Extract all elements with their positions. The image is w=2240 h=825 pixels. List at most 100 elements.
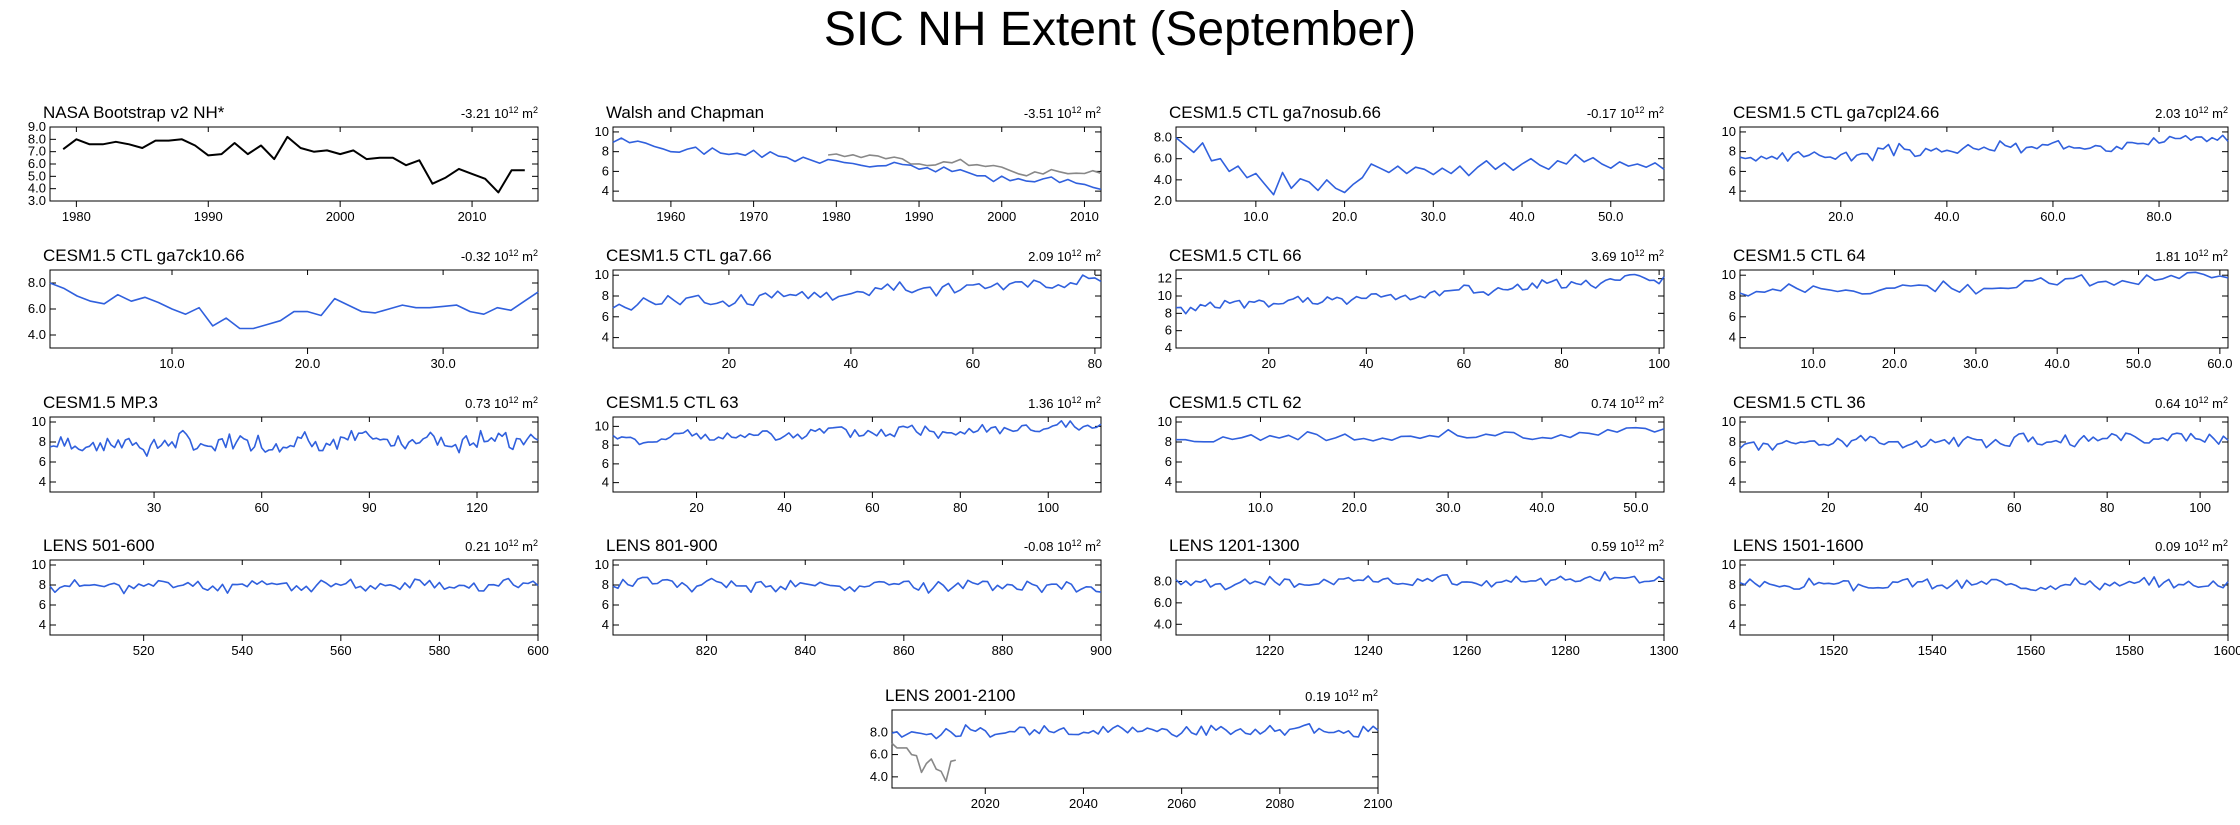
panel-title: CESM1.5 CTL ga7.66 [606, 246, 772, 265]
x-tick-label: 1260 [1452, 643, 1481, 658]
x-tick-label: 20 [1821, 500, 1835, 515]
x-tick-label: 2100 [1364, 796, 1393, 811]
y-tick-label: 8.0 [28, 275, 46, 290]
x-tick-label: 40.0 [1509, 209, 1534, 224]
trend-label: 0.59 1012 m2 [1591, 538, 1664, 554]
trend-value: -3.51 10 [1024, 106, 1072, 121]
x-tick-label: 80 [2100, 500, 2114, 515]
panel-title: CESM1.5 CTL 64 [1733, 246, 1866, 265]
x-tick-label: 100 [1037, 500, 1059, 515]
series-line-model [1175, 570, 1665, 591]
y-tick-label: 6 [1729, 309, 1736, 324]
trend-exponent: 12 [2199, 248, 2209, 258]
y-tick-label: 8 [39, 434, 46, 449]
y-tick-label: 6 [602, 597, 609, 612]
trend-unit: m [1645, 539, 1659, 554]
y-tick-label: 10 [595, 267, 609, 282]
x-tick-label: 2010 [458, 209, 487, 224]
x-tick-label: 1300 [1650, 643, 1679, 658]
trend-label: 0.19 1012 m2 [1305, 688, 1378, 704]
x-tick-label: 40 [777, 500, 791, 515]
y-tick-label: 10 [1158, 414, 1172, 429]
y-tick-label: 6 [602, 456, 609, 471]
plot-frame [1175, 269, 1665, 349]
x-tick-label: 80 [1554, 356, 1568, 371]
y-tick-label: 4 [39, 474, 46, 489]
trend-unit-exponent: 2 [533, 248, 538, 258]
y-tick-label: 8 [602, 577, 609, 592]
y-tick-label: 4 [1165, 474, 1172, 489]
y-tick-label: 6 [1729, 454, 1736, 469]
trend-exponent: 12 [2199, 105, 2209, 115]
x-tick-label: 120 [466, 500, 488, 515]
panel-4: CESM1.5 CTL ga7cpl24.66 2.03 1012 m2 4 6 8 10… [1722, 103, 2229, 224]
y-tick-label: 8 [1165, 305, 1172, 320]
y-tick-label: 4 [602, 617, 609, 632]
x-tick-label: 2010 [1070, 209, 1099, 224]
y-tick-label: 8 [602, 288, 609, 303]
series-line-model [1739, 576, 2229, 592]
trend-exponent: 12 [509, 248, 519, 258]
y-tick-label: 6 [602, 309, 609, 324]
trend-unit-exponent: 2 [2223, 395, 2228, 405]
trend-unit-exponent: 2 [1659, 395, 1664, 405]
panel-title: LENS 501-600 [43, 536, 155, 555]
trend-label: -3.21 1012 m2 [461, 105, 538, 121]
trend-exponent: 12 [1349, 688, 1359, 698]
plot-frame [612, 269, 1102, 349]
x-tick-label: 40.0 [1529, 500, 1554, 515]
y-tick-label: 6 [602, 163, 609, 178]
y-tick-label: 6 [39, 597, 46, 612]
x-tick-label: 40.0 [2045, 356, 2070, 371]
plot-frame [1739, 416, 2229, 493]
x-tick-label: 10.0 [1248, 500, 1273, 515]
trend-value: 0.19 10 [1305, 689, 1348, 704]
x-tick-label: 2080 [1265, 796, 1294, 811]
y-tick-label: 8.0 [1154, 130, 1172, 145]
plot-frame [1175, 126, 1665, 202]
y-tick-label: 6 [39, 454, 46, 469]
y-tick-label: 4 [602, 475, 609, 490]
y-tick-label: 8 [39, 577, 46, 592]
trend-value: 0.59 10 [1591, 539, 1634, 554]
trend-exponent: 12 [1072, 538, 1082, 548]
y-tick-label: 7.0 [28, 144, 46, 159]
x-tick-label: 1520 [1819, 643, 1848, 658]
y-tick-label: 6.0 [28, 301, 46, 316]
panel-14: LENS 801-900 -0.08 1012 m2 4 6 8 10 820 840 860 8… [595, 536, 1112, 658]
trend-value: 2.03 10 [2155, 106, 2198, 121]
x-tick-label: 1600 [2214, 643, 2240, 658]
trend-unit-exponent: 2 [1659, 538, 1664, 548]
x-tick-label: 1240 [1354, 643, 1383, 658]
x-tick-label: 20.0 [1828, 209, 1853, 224]
x-tick-label: 100 [1648, 356, 1670, 371]
plot-frame [891, 709, 1379, 789]
x-tick-label: 1990 [194, 209, 223, 224]
series-line-model [612, 419, 1102, 446]
trend-label: -0.17 1012 m2 [1587, 105, 1664, 121]
plot-frame [49, 416, 539, 493]
panel-3: CESM1.5 CTL ga7nosub.66 -0.17 1012 m2 2.0 4… [1154, 103, 1665, 224]
trend-exponent: 12 [1635, 105, 1645, 115]
panel-5: CESM1.5 CTL ga7ck10.66 -0.32 1012 m2 4.0 6.… [28, 246, 539, 371]
x-tick-label: 2020 [971, 796, 1000, 811]
trend-value: 0.64 10 [2155, 396, 2198, 411]
plot-frame [612, 126, 1102, 202]
series-line-model [1176, 426, 1665, 443]
x-tick-label: 40.0 [1934, 209, 1959, 224]
x-tick-label: 80.0 [2146, 209, 2171, 224]
y-tick-label: 4 [39, 617, 46, 632]
trend-label: -0.08 1012 m2 [1024, 538, 1101, 554]
y-tick-label: 10 [595, 418, 609, 433]
page-title: SIC NH Extent (September) [823, 3, 1417, 56]
trend-exponent: 12 [2199, 395, 2209, 405]
y-tick-label: 8.0 [28, 131, 46, 146]
trend-unit: m [519, 106, 533, 121]
x-tick-label: 20 [722, 356, 736, 371]
plot-frame [49, 126, 539, 202]
x-tick-label: 1560 [2016, 643, 2045, 658]
trend-label: 2.03 1012 m2 [2155, 105, 2228, 121]
x-tick-label: 80 [953, 500, 967, 515]
x-tick-label: 50.0 [1598, 209, 1623, 224]
panel-6: CESM1.5 CTL ga7.66 2.09 1012 m2 4 6 8 10 20 40 6… [595, 246, 1103, 371]
